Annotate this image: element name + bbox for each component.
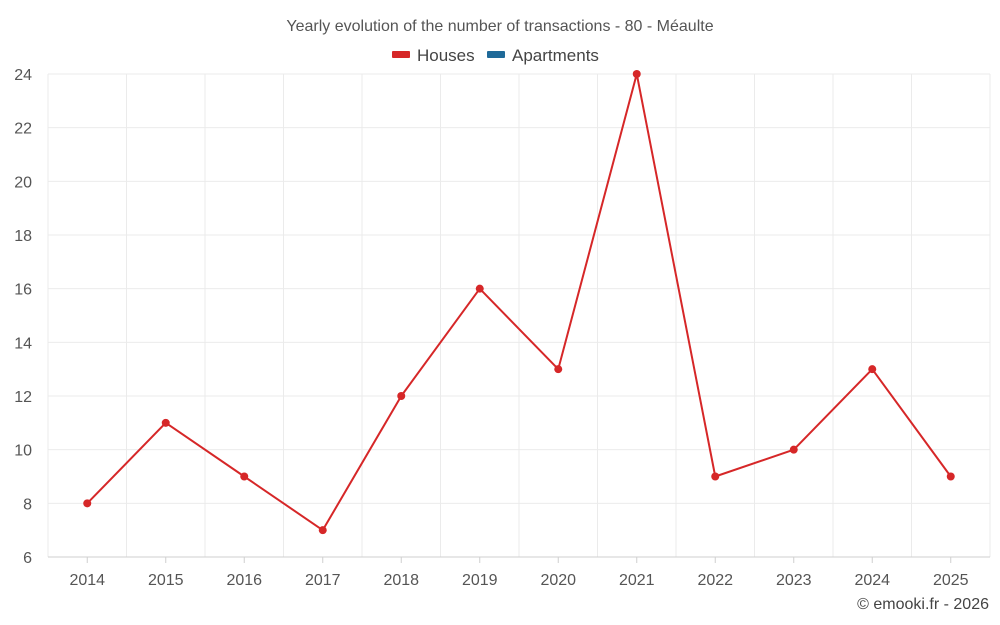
y-tick-label: 14 [14, 335, 32, 352]
data-point-houses[interactable] [240, 472, 249, 481]
data-point-houses[interactable] [397, 392, 406, 400]
legend-label-houses: Houses [417, 46, 475, 65]
x-axis-ticks: 2014 2015 2016 2017 2018 2019 2020 2021 2022 2023… [69, 557, 969, 589]
data-point-houses[interactable] [868, 365, 877, 374]
data-point-houses[interactable] [632, 70, 641, 78]
x-tick-label: 2014 [69, 572, 105, 589]
legend-swatch-apartments [487, 51, 505, 58]
series-layer [83, 70, 955, 535]
legend-swatch-houses [392, 51, 410, 58]
y-tick-label: 24 [14, 67, 32, 84]
data-point-houses[interactable] [554, 365, 563, 374]
credit-text: © emooki.fr - 2026 [857, 596, 989, 613]
y-tick-label: 10 [14, 443, 32, 460]
data-point-houses[interactable] [83, 499, 92, 508]
y-tick-label: 12 [14, 389, 32, 406]
chart-title: Yearly evolution of the number of transa… [286, 18, 713, 35]
data-point-houses[interactable] [161, 418, 170, 427]
data-point-houses[interactable] [711, 472, 720, 481]
data-point-houses[interactable] [318, 526, 327, 535]
x-tick-label: 2017 [305, 572, 341, 589]
data-point-houses[interactable] [789, 445, 798, 454]
x-tick-label: 2020 [540, 572, 576, 589]
x-tick-label: 2015 [148, 572, 184, 589]
x-tick-label: 2025 [933, 572, 969, 589]
x-tick-label: 2024 [854, 572, 890, 589]
y-tick-label: 22 [14, 121, 32, 138]
legend-label-apartments: Apartments [512, 46, 599, 65]
x-tick-label: 2022 [697, 572, 733, 589]
series-line-houses [86, 73, 952, 532]
data-point-houses[interactable] [946, 472, 955, 481]
y-tick-label: 6 [23, 550, 32, 567]
y-axis-ticks: 6 8 10 12 14 16 18 20 22 24 [14, 67, 32, 567]
x-tick-label: 2021 [619, 572, 655, 589]
x-tick-label: 2019 [462, 572, 498, 589]
data-point-houses[interactable] [475, 284, 484, 293]
x-gridlines [47, 74, 991, 557]
x-tick-label: 2016 [226, 572, 262, 589]
y-tick-label: 18 [14, 228, 32, 245]
y-tick-label: 8 [23, 496, 32, 513]
y-tick-label: 16 [14, 282, 32, 299]
legend: Houses Apartments [392, 46, 599, 65]
x-tick-label: 2018 [383, 572, 419, 589]
legend-item-houses[interactable]: Houses [392, 46, 475, 65]
x-tick-label: 2023 [776, 572, 812, 589]
y-tick-label: 20 [14, 174, 32, 191]
legend-item-apartments[interactable]: Apartments [487, 46, 599, 65]
